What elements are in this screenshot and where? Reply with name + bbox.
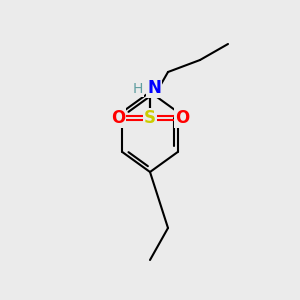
Text: H: H [133,82,143,96]
Text: O: O [175,109,189,127]
Text: O: O [111,109,125,127]
Text: S: S [144,109,156,127]
Text: N: N [147,79,161,97]
